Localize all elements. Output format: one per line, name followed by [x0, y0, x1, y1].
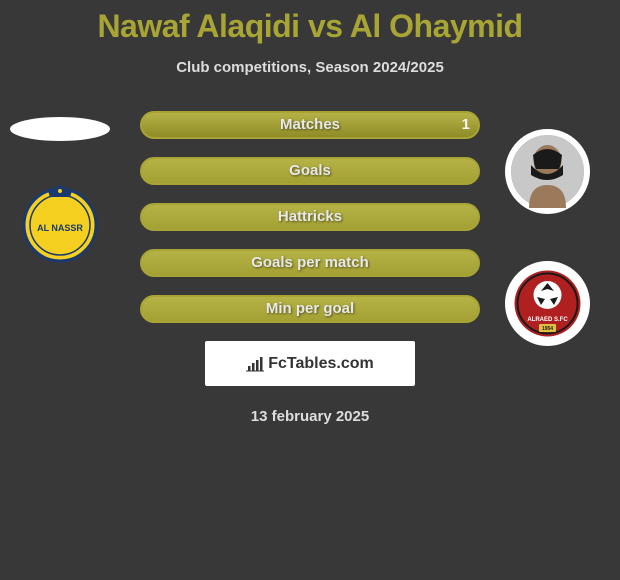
right-player-avatar	[505, 129, 590, 214]
left-player-avatar	[10, 117, 110, 141]
stat-label: Hattricks	[278, 208, 342, 225]
stat-label: Matches	[280, 116, 340, 133]
stat-label: Goals	[289, 162, 331, 179]
branding-box: FcTables.com	[205, 341, 415, 386]
stat-row-goals-per-match: Goals per match	[140, 249, 480, 277]
stat-row-matches: Matches 1	[140, 111, 480, 139]
svg-text:AL NASSR: AL NASSR	[37, 223, 83, 233]
stat-label: Min per goal	[266, 300, 354, 317]
comparison-content: AL NASSR ALRAED S.FC 1954	[0, 111, 620, 425]
stats-container: Matches 1 Goals Hattricks Goals per matc…	[140, 111, 480, 323]
stat-label: Goals per match	[251, 254, 369, 271]
subtitle: Club competitions, Season 2024/2025	[0, 59, 620, 76]
date-text: 13 february 2025	[0, 408, 620, 425]
stat-value-right: 1	[462, 113, 470, 137]
stat-row-goals: Goals	[140, 157, 480, 185]
svg-text:1954: 1954	[542, 326, 553, 332]
branding-text: FcTables.com	[268, 355, 374, 373]
svg-text:ALRAED S.FC: ALRAED S.FC	[527, 317, 568, 323]
left-team-logo: AL NASSR	[20, 183, 100, 263]
chart-icon	[246, 355, 264, 373]
stat-row-hattricks: Hattricks	[140, 203, 480, 231]
stat-row-min-per-goal: Min per goal	[140, 295, 480, 323]
page-title: Nawaf Alaqidi vs Al Ohaymid	[0, 0, 620, 45]
right-team-logo: ALRAED S.FC 1954	[505, 261, 590, 346]
